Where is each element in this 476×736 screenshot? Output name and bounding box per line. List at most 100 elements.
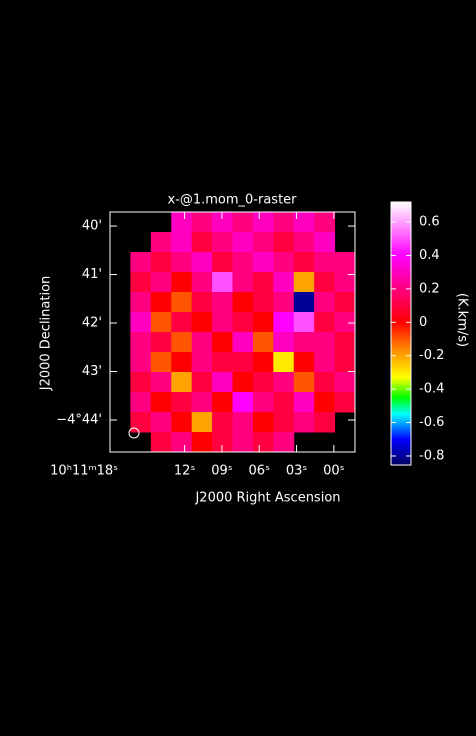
- raster-cell: [130, 372, 152, 393]
- raster-cell: [232, 292, 254, 313]
- raster-cell: [232, 212, 254, 233]
- raster-cell: [273, 352, 295, 373]
- raster-cell: [212, 332, 233, 353]
- raster: [130, 212, 356, 453]
- raster-cell: [314, 352, 336, 373]
- raster-cell: [212, 312, 233, 333]
- raster-cell: [212, 292, 233, 313]
- raster-cell: [171, 392, 193, 413]
- colorbar-tick-label: 0: [419, 315, 427, 330]
- colorbar: [390, 201, 412, 466]
- raster-cell: [191, 232, 213, 253]
- y-tick-label: 42': [82, 316, 102, 331]
- raster-cell: [273, 412, 295, 433]
- raster-cell: [273, 312, 295, 333]
- raster-cell: [334, 392, 356, 413]
- raster-cell: [293, 412, 315, 433]
- y-axis-label: J2000 Declination: [39, 276, 54, 392]
- y-tick-label: −4°44': [56, 413, 102, 428]
- raster-cell: [232, 252, 254, 273]
- raster-cell: [232, 332, 254, 353]
- raster-cell: [293, 352, 315, 373]
- colorbar-tick-label: -0.2: [419, 348, 444, 363]
- raster-cell: [150, 372, 172, 393]
- raster-cell: [191, 252, 213, 273]
- raster-cell: [252, 412, 274, 433]
- raster-cell: [150, 252, 172, 273]
- raster-cell: [191, 332, 213, 353]
- raster-cell: [171, 312, 193, 333]
- raster-cell: [191, 292, 213, 313]
- raster-cell: [171, 212, 193, 233]
- raster-cell: [130, 312, 152, 333]
- raster-cell: [171, 232, 193, 253]
- raster-cell: [293, 372, 315, 393]
- raster-cell: [314, 312, 336, 333]
- raster-cell: [334, 352, 356, 373]
- raster-cell: [314, 272, 336, 293]
- raster-cell: [273, 272, 295, 293]
- raster-cell: [171, 252, 193, 273]
- raster-cell: [314, 252, 336, 273]
- raster-cell: [130, 392, 152, 413]
- raster-cell: [212, 372, 233, 393]
- raster-cell: [252, 232, 274, 253]
- raster-cell: [252, 272, 274, 293]
- raster-cell: [293, 332, 315, 353]
- raster-cell: [171, 432, 193, 453]
- raster-cell: [293, 312, 315, 333]
- raster-cell: [212, 352, 233, 373]
- raster-cell: [130, 252, 152, 273]
- raster-cell: [252, 392, 274, 413]
- raster-cell: [171, 412, 193, 433]
- raster-cell: [150, 352, 172, 373]
- raster-cell: [212, 392, 233, 413]
- raster-cell: [150, 272, 172, 293]
- raster-cell: [212, 232, 233, 253]
- raster-cell: [334, 372, 356, 393]
- raster-cell: [273, 432, 295, 453]
- x-tick-label: 00ˢ: [323, 464, 345, 479]
- raster-cell: [334, 272, 356, 293]
- raster-cell: [334, 332, 356, 353]
- raster-cell: [252, 352, 274, 373]
- raster-cell: [232, 412, 254, 433]
- raster-cell: [252, 292, 274, 313]
- x-tick-label: 06ˢ: [249, 464, 271, 479]
- raster-cell: [232, 312, 254, 333]
- y-tick-label: 40': [82, 219, 102, 234]
- raster-cell: [252, 332, 274, 353]
- colorbar-tick-label: 0.4: [419, 248, 440, 263]
- raster-cell: [314, 332, 336, 353]
- raster-cell: [273, 392, 295, 413]
- raster-cell: [232, 352, 254, 373]
- raster-cell: [212, 272, 233, 293]
- x-tick-label: 03ˢ: [286, 464, 308, 479]
- beam: [128, 427, 140, 439]
- raster-cell: [314, 232, 336, 253]
- raster-cell: [191, 212, 213, 233]
- raster-cell: [314, 392, 336, 413]
- raster-cell: [293, 272, 315, 293]
- raster-cell: [232, 272, 254, 293]
- y-tick-label: 43': [82, 364, 102, 379]
- raster-cell: [273, 292, 295, 313]
- raster-cell: [314, 372, 336, 393]
- raster-cell: [252, 312, 274, 333]
- raster-cell: [252, 252, 274, 273]
- raster-cell: [212, 412, 233, 433]
- raster-cell: [212, 212, 233, 233]
- raster-cell: [293, 252, 315, 273]
- raster-cell: [191, 352, 213, 373]
- raster-cell: [232, 232, 254, 253]
- raster-cell: [150, 232, 172, 253]
- raster-cell: [212, 432, 233, 453]
- raster-cell: [334, 252, 356, 273]
- raster-cell: [273, 252, 295, 273]
- raster-cell: [314, 412, 336, 433]
- raster-cell: [232, 372, 254, 393]
- raster-cell: [130, 272, 152, 293]
- raster-cell: [191, 312, 213, 333]
- raster-cell: [273, 332, 295, 353]
- raster-cell: [232, 392, 254, 413]
